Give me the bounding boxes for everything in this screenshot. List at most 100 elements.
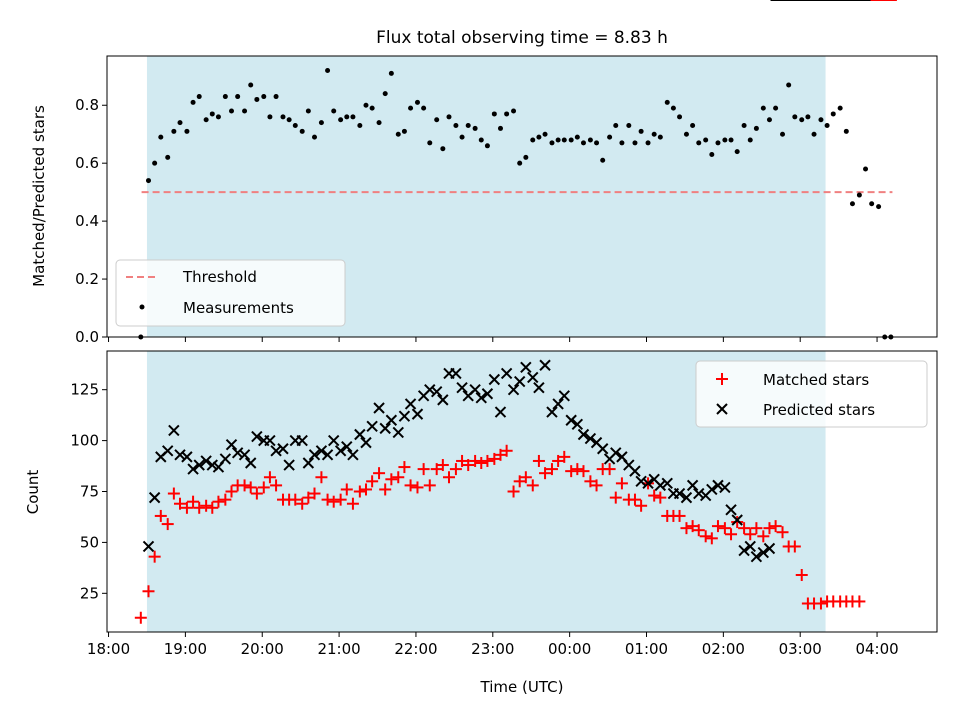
count-legend: Matched stars Predicted stars (695, 360, 928, 428)
ratio-legend-box (115, 259, 346, 327)
matched-star-point (296, 497, 309, 510)
measurement-point (318, 120, 324, 126)
predicted-star-point (661, 477, 673, 490)
measurement-point (504, 111, 510, 117)
matched-star-point (738, 522, 751, 535)
predicted-star-point (296, 434, 308, 447)
predicted-star-point (731, 514, 743, 526)
predicted-star-point (693, 487, 705, 500)
measurement-point (632, 140, 638, 146)
measurement-point (248, 82, 254, 88)
ratio-x-ticks (108, 337, 878, 342)
predicted-star-point (520, 361, 532, 373)
measurement-point (203, 117, 209, 123)
measurement-point (760, 105, 766, 111)
predicted-star-point (231, 447, 244, 459)
measurement-point (638, 128, 644, 134)
measurement-point (690, 123, 696, 129)
matched-star-point (167, 487, 180, 500)
ratio-ytick-label: 0.8 (75, 96, 99, 114)
matched-star-point (346, 497, 359, 510)
measurement-point (664, 99, 670, 105)
predicted-star-point (430, 386, 443, 398)
matched-star-point (507, 485, 520, 498)
matched-star-point (500, 444, 513, 457)
matched-star-point (718, 522, 731, 535)
measurement-point (511, 108, 517, 114)
measurement-point (273, 94, 279, 100)
measurement-point (325, 67, 331, 73)
matched-star-point (263, 471, 276, 484)
predicted-star-point (719, 481, 731, 494)
measurement-point (645, 140, 651, 146)
measurement-point (453, 123, 459, 129)
matched-star-point (814, 597, 827, 610)
count-xtick-label: 01:00 (625, 640, 668, 658)
measurement-point (607, 134, 613, 140)
count-y-label: Count (24, 470, 42, 515)
measurement-point (484, 143, 490, 149)
matched-star-point (590, 479, 603, 492)
matched-star-point (680, 522, 693, 535)
matched-star-point (853, 595, 866, 608)
count-panel: 25 50 75 100 125 18:00 19:00 20:00 21:00 22:00 23… (24, 0, 938, 696)
measurement-point (773, 105, 779, 111)
count-ytick-label: 100 (70, 432, 99, 450)
matched-star-point (673, 509, 686, 522)
matched-star-point (430, 463, 443, 476)
measurement-point (574, 134, 580, 140)
matched-star-point (398, 461, 411, 474)
matched-star-point (180, 501, 193, 514)
matched-star-point (154, 509, 167, 522)
measurement-point (171, 128, 177, 134)
predicted-star-point (168, 424, 180, 437)
matched-star-point (385, 473, 398, 486)
matched-star-point (763, 522, 776, 535)
measurement-point (786, 82, 792, 88)
count-xtick-label: 20:00 (241, 640, 284, 658)
predicted-star-point (404, 398, 417, 410)
matched-star-point (302, 491, 315, 504)
measurement-point (747, 137, 753, 143)
measurement-point (434, 117, 440, 123)
matched-star-point (628, 493, 641, 506)
measurement-point (555, 137, 561, 143)
predicted-star-point (539, 359, 551, 371)
measurement-point (382, 91, 388, 97)
matched-star-point (225, 485, 238, 498)
matched-star-point (187, 495, 200, 508)
predicted-star-point (437, 394, 449, 406)
matched-star-point (776, 526, 789, 539)
matched-star-point (161, 518, 174, 531)
matched-stars-points (134, 0, 897, 624)
measurement-point (741, 123, 747, 129)
count-xtick-label: 18:00 (87, 640, 130, 658)
predicted-legend-swatch (716, 403, 728, 415)
measurement-point (357, 123, 363, 129)
predicted-star-point (379, 422, 391, 435)
figure-title: Flux total observing time = 8.83 h (376, 28, 668, 48)
predicted-star-point (181, 451, 193, 463)
matched-legend-swatch (716, 373, 728, 385)
measurements-legend-swatch (139, 304, 145, 310)
predicted-star-point (277, 443, 289, 455)
measurement-point (177, 120, 183, 126)
matched-star-point (134, 611, 147, 624)
measurement-point (165, 154, 171, 160)
predicted-star-point (328, 434, 340, 447)
measurement-point (331, 108, 337, 114)
measurement-point (709, 151, 715, 157)
measurement-point (561, 137, 567, 143)
measurement-point (580, 140, 586, 146)
count-ytick-label: 25 (80, 584, 99, 602)
measurement-point (677, 114, 683, 120)
measurement-point (388, 70, 394, 76)
measurement-point (600, 157, 606, 163)
matched-star-point (321, 493, 334, 506)
matched-star-point (558, 450, 571, 463)
measurement-point (856, 192, 862, 198)
matched-star-point (174, 497, 187, 510)
measurement-point (715, 140, 721, 146)
count-xtick-label: 23:00 (471, 640, 514, 658)
